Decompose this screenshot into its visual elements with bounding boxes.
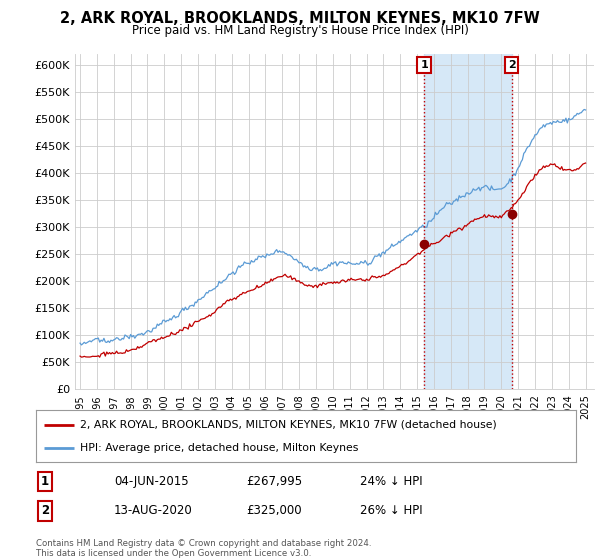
Text: 26% ↓ HPI: 26% ↓ HPI [360,504,422,517]
Text: £325,000: £325,000 [246,504,302,517]
Text: £267,995: £267,995 [246,475,302,488]
Text: 24% ↓ HPI: 24% ↓ HPI [360,475,422,488]
Text: 04-JUN-2015: 04-JUN-2015 [114,475,188,488]
Text: 2: 2 [41,504,49,517]
Bar [424,54,512,389]
Text: HPI: Average price, detached house, Milton Keynes: HPI: Average price, detached house, Milt… [80,442,359,452]
Text: 2, ARK ROYAL, BROOKLANDS, MILTON KEYNES, MK10 7FW: 2, ARK ROYAL, BROOKLANDS, MILTON KEYNES,… [60,11,540,26]
Text: 2, ARK ROYAL, BROOKLANDS, MILTON KEYNES, MK10 7FW (detached house): 2, ARK ROYAL, BROOKLANDS, MILTON KEYNES,… [80,420,497,430]
Text: Contains HM Land Registry data © Crown copyright and database right 2024.
This d: Contains HM Land Registry data © Crown c… [36,539,371,558]
Text: Price paid vs. HM Land Registry's House Price Index (HPI): Price paid vs. HM Land Registry's House … [131,24,469,37]
Text: 2: 2 [508,60,515,70]
Text: 1: 1 [420,60,428,70]
Text: 13-AUG-2020: 13-AUG-2020 [114,504,193,517]
Text: 1: 1 [41,475,49,488]
